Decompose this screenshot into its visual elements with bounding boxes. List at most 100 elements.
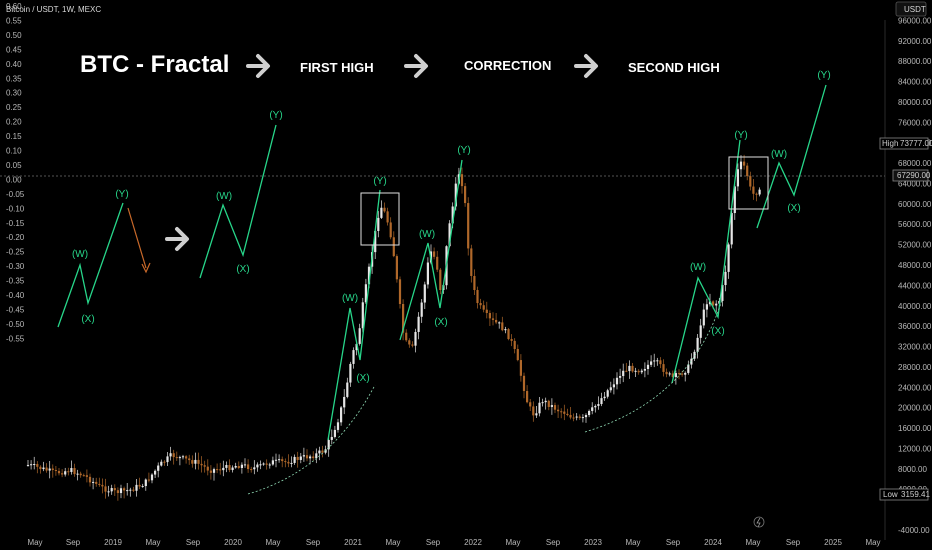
candle-body: [191, 460, 194, 464]
right-axis-tick: 68000.00: [898, 159, 932, 168]
right-axis-tick: 52000.00: [898, 241, 932, 250]
candle-body: [544, 400, 547, 403]
candle-body: [758, 189, 761, 195]
candle-body: [603, 396, 606, 399]
candle-body: [643, 369, 646, 371]
first-cycle-x2-label: (X): [434, 317, 447, 328]
candle-body: [101, 484, 104, 487]
candle-body: [212, 469, 216, 473]
candle-body: [721, 285, 724, 302]
right-axis-tick: 24000.00: [898, 383, 932, 392]
x-axis-tick: 2024: [704, 538, 722, 547]
currency-button[interactable]: USDT: [904, 5, 926, 14]
right-axis-tick: 12000.00: [898, 444, 932, 453]
candle-body: [181, 456, 185, 458]
candle-body: [160, 461, 163, 466]
candle-body: [588, 410, 591, 416]
low-marker-value: 3159.41: [901, 490, 930, 499]
candle-body: [247, 464, 250, 470]
candle-body: [563, 411, 566, 414]
candle-body: [584, 415, 588, 418]
second-cycle-wave-1: [671, 139, 741, 384]
candle-body: [42, 467, 45, 470]
candle-body: [123, 488, 126, 491]
candle-body: [228, 465, 231, 471]
candle-body: [575, 416, 578, 418]
candle-body: [671, 373, 674, 377]
second-cycle-y1-label: (Y): [734, 130, 747, 141]
candle-body: [547, 400, 550, 407]
candle-body: [39, 466, 42, 470]
candle-body: [194, 459, 197, 464]
candle-body: [262, 463, 265, 465]
left-axis-tick: 0.00: [6, 175, 22, 184]
candle-body: [485, 309, 488, 314]
candle-body: [615, 377, 619, 385]
candle-body: [699, 325, 702, 338]
candle-body: [175, 457, 178, 459]
fractal-template-wave: [57, 202, 124, 328]
left-axis-tick: -0.25: [6, 248, 25, 257]
left-axis-tick: 0.50: [6, 31, 22, 40]
candle-body: [315, 453, 318, 459]
second-cycle-x2-label: (X): [787, 203, 800, 214]
candle-body: [646, 364, 650, 370]
currency-button-bg[interactable]: [895, 1, 927, 17]
candle-body: [417, 316, 420, 332]
candle-body: [169, 453, 172, 457]
candle-body: [237, 466, 240, 468]
candle-body: [253, 467, 256, 470]
left-axis-tick: 0.55: [6, 16, 22, 25]
candle-body: [296, 456, 299, 460]
candle-body: [116, 490, 119, 494]
candle-body: [522, 375, 526, 392]
candle-body: [70, 468, 73, 472]
candle-body: [234, 466, 237, 468]
right-axis-tick: 96000.00: [898, 16, 932, 25]
candle-body: [488, 313, 491, 319]
right-axis-tick: 76000.00: [898, 118, 932, 127]
candle-body: [702, 309, 705, 326]
x-axis-tick: May: [625, 538, 640, 547]
candle-body: [727, 244, 730, 272]
low-marker-box: [879, 488, 929, 501]
candle-body: [606, 390, 609, 397]
right-axis-tick: 16000.00: [898, 424, 932, 433]
x-axis: May Sep 2019 May Sep 2020 May Sep 2021 May Sep 2022…: [27, 538, 880, 547]
candle-body: [79, 473, 82, 476]
candle-body: [631, 365, 634, 372]
candle-body: [144, 479, 147, 487]
right-axis-tick: 64000.00: [898, 179, 932, 188]
candle-body: [312, 456, 315, 459]
candle-body: [150, 474, 154, 481]
right-axis-tick: 36000.00: [898, 322, 932, 331]
fractal-title: BTC - Fractal: [80, 51, 229, 78]
candle-body: [185, 456, 188, 459]
candle-body: [51, 468, 54, 470]
replay-icon[interactable]: [753, 516, 765, 528]
candle-body: [715, 303, 718, 306]
candle-body: [256, 464, 259, 468]
candle-body: [293, 456, 296, 463]
second-high-box: [728, 156, 769, 210]
candle-body: [557, 409, 560, 412]
candle-body: [656, 360, 659, 362]
candle-body: [402, 304, 405, 333]
candle-body: [92, 481, 95, 483]
candle-body: [361, 302, 364, 329]
left-axis-tick: -0.15: [6, 219, 25, 228]
candle-body: [163, 461, 166, 463]
candle-body: [526, 391, 529, 403]
candle-body: [76, 473, 79, 475]
candle-body: [668, 373, 671, 375]
candle-body: [299, 456, 302, 460]
candle-body: [529, 402, 532, 407]
candle-body: [535, 413, 538, 416]
candle-body: [659, 360, 662, 365]
x-axis-tick: May: [145, 538, 160, 547]
candle-body: [693, 351, 696, 359]
candle-body: [572, 417, 575, 419]
candle-body: [398, 279, 402, 305]
candle-body: [578, 416, 581, 418]
